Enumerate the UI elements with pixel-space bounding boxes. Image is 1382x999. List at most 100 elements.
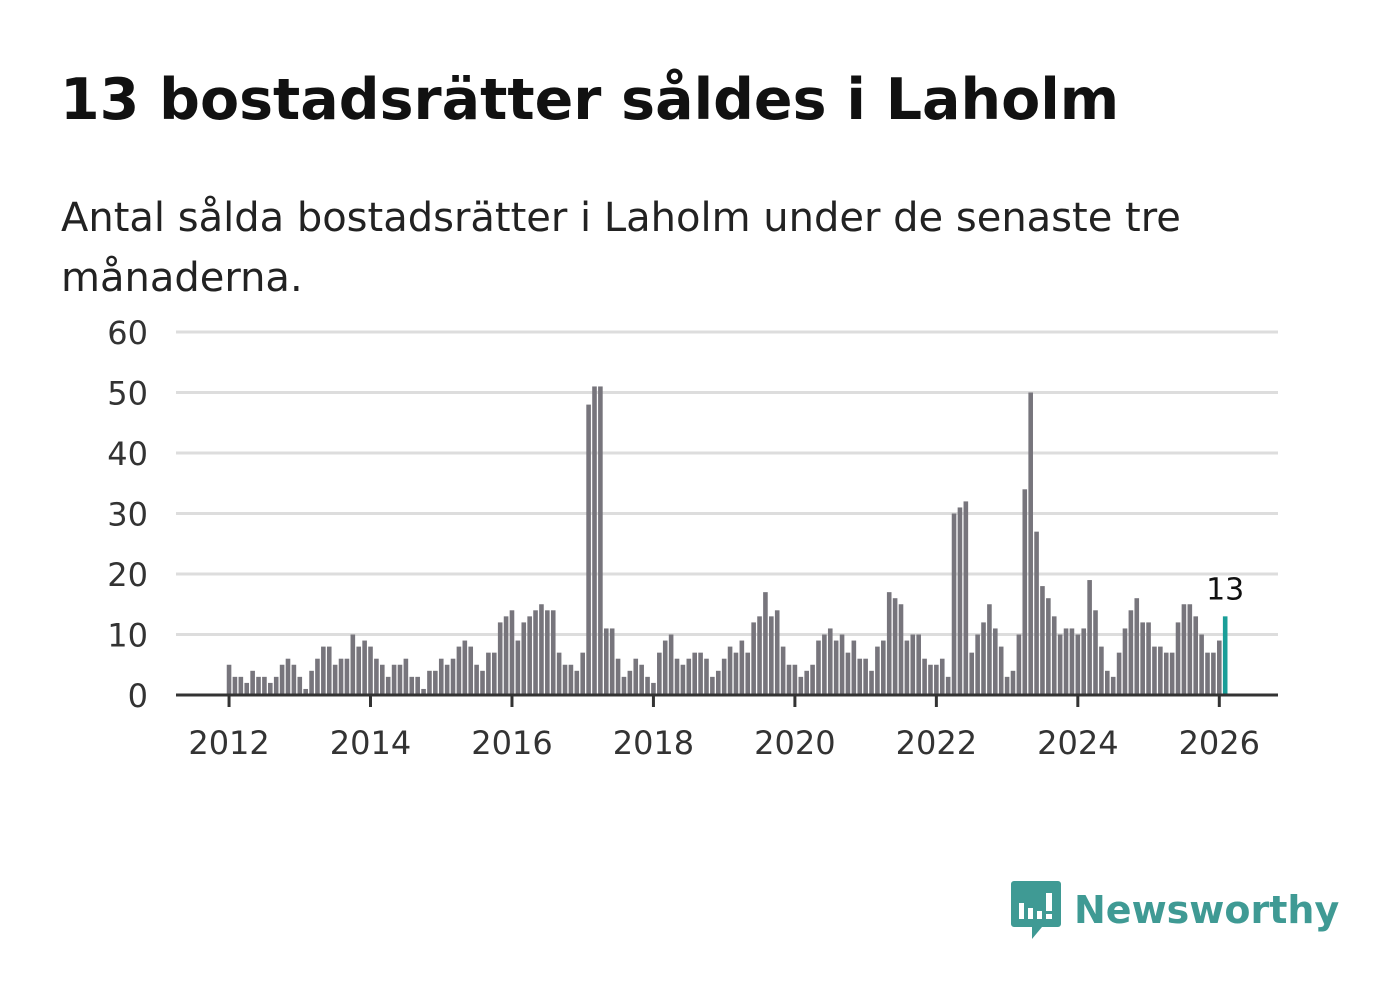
x-tick-label: 2016	[471, 724, 552, 762]
bar	[621, 676, 627, 695]
bar	[1105, 670, 1110, 695]
bar	[356, 646, 362, 695]
bar	[491, 652, 497, 695]
bar	[698, 652, 703, 695]
y-tick-label: 50	[107, 375, 148, 413]
bar	[651, 682, 656, 695]
bar	[627, 670, 633, 695]
bar	[1063, 628, 1069, 695]
bar	[1146, 622, 1151, 695]
bar	[1169, 652, 1175, 695]
newsworthy-logo-icon	[1011, 881, 1061, 939]
chart-subtitle: Antal sålda bostadsrätter i Laholm under…	[61, 195, 1181, 301]
bar	[1081, 628, 1087, 695]
bar	[462, 640, 468, 695]
bar	[592, 386, 597, 695]
y-tick-label: 60	[107, 314, 148, 352]
bar	[480, 670, 485, 695]
bar	[238, 676, 244, 695]
bar	[657, 652, 662, 695]
bar	[774, 610, 780, 695]
bar	[1069, 628, 1075, 695]
bar	[256, 676, 261, 695]
bar	[598, 386, 603, 695]
bar	[822, 634, 827, 695]
bar	[539, 604, 544, 695]
bar	[533, 610, 538, 695]
bar	[692, 652, 697, 695]
bar	[262, 676, 267, 695]
bar	[509, 610, 515, 695]
bar	[433, 670, 438, 695]
bar	[939, 658, 945, 695]
bar	[1134, 598, 1140, 695]
bar	[833, 640, 839, 695]
bar	[916, 634, 921, 695]
bar	[898, 604, 904, 695]
bar	[1163, 652, 1169, 695]
bar	[1216, 640, 1222, 695]
bar	[226, 664, 232, 695]
bar	[368, 646, 373, 695]
bar	[857, 658, 863, 695]
bar	[981, 622, 986, 695]
annotations: 13	[1206, 572, 1244, 607]
bar	[415, 676, 420, 695]
bar	[875, 646, 880, 695]
bar	[993, 628, 998, 695]
bar	[1187, 604, 1193, 695]
bar	[427, 670, 432, 695]
bar	[380, 664, 385, 695]
bar	[757, 616, 762, 695]
bar	[780, 646, 786, 695]
bar	[474, 664, 479, 695]
bar	[945, 676, 951, 695]
bar	[686, 658, 692, 695]
bar	[739, 640, 745, 695]
y-tick-label: 40	[107, 435, 148, 473]
bar	[792, 664, 798, 695]
bar	[609, 628, 615, 695]
bar	[279, 664, 285, 695]
bar	[869, 670, 874, 695]
bar	[321, 646, 326, 695]
bar	[1022, 489, 1028, 695]
bar	[1075, 634, 1081, 695]
bar	[562, 664, 568, 695]
y-tick-label: 0	[128, 677, 148, 715]
bar	[350, 634, 356, 695]
x-tick-label: 2022	[896, 724, 977, 762]
bar	[710, 676, 715, 695]
bar	[1057, 634, 1063, 695]
bar	[1034, 531, 1039, 695]
bar	[1010, 670, 1016, 695]
bar	[1199, 634, 1204, 695]
bar	[668, 634, 674, 695]
bar	[727, 646, 733, 695]
bar	[450, 658, 456, 695]
bar	[827, 628, 833, 695]
bar	[268, 682, 273, 695]
bar	[998, 646, 1004, 695]
bar	[326, 646, 332, 695]
x-tick-label: 2014	[330, 724, 411, 762]
bar	[715, 670, 721, 695]
bar	[645, 676, 650, 695]
gridlines	[176, 330, 1278, 636]
bar	[497, 622, 503, 695]
bar	[1158, 646, 1163, 695]
bar	[957, 507, 963, 695]
x-tick-label: 2026	[1179, 724, 1260, 762]
bar	[769, 616, 774, 695]
x-tick-label: 2024	[1037, 724, 1118, 762]
bar	[580, 652, 586, 695]
bar	[515, 640, 521, 695]
bar	[397, 664, 403, 695]
bar	[904, 640, 910, 695]
bar	[338, 658, 344, 695]
bar	[444, 664, 450, 695]
bar	[244, 682, 250, 695]
bar	[1205, 652, 1210, 695]
bar	[987, 604, 992, 695]
bar	[391, 664, 397, 695]
